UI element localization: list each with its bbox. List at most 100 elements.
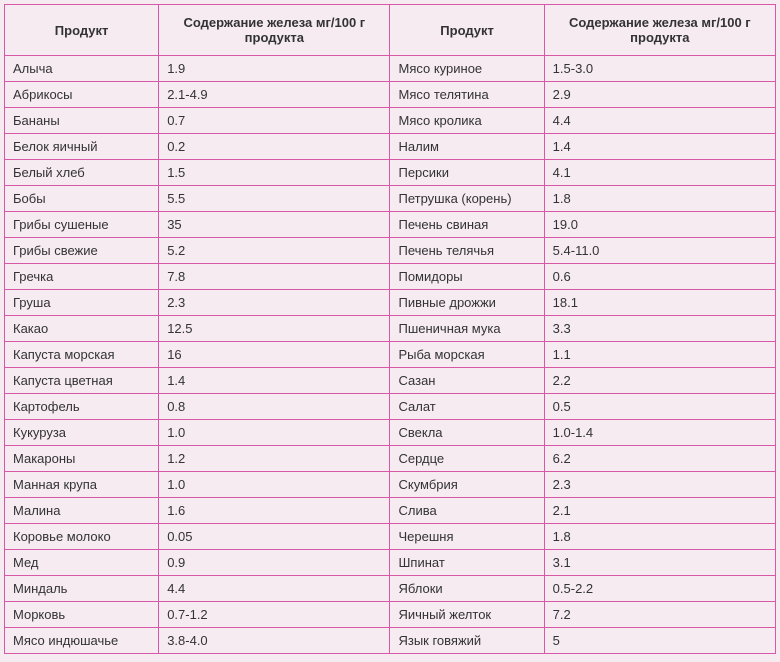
- product-cell: Бобы: [5, 186, 159, 212]
- table-body: Алыча1.9Мясо куриное1.5-3.0Абрикосы2.1-4…: [5, 56, 776, 654]
- product-cell: Мед: [5, 550, 159, 576]
- product-cell: Макароны: [5, 446, 159, 472]
- product-cell: Персики: [390, 160, 544, 186]
- table-row: Коровье молоко0.05Черешня1.8: [5, 524, 776, 550]
- product-cell: Абрикосы: [5, 82, 159, 108]
- product-cell: Яичный желток: [390, 602, 544, 628]
- table-row: Мясо индюшачье3.8-4.0Язык говяжий5: [5, 628, 776, 654]
- value-cell: 1.5-3.0: [544, 56, 775, 82]
- value-cell: 2.2: [544, 368, 775, 394]
- value-cell: 0.05: [159, 524, 390, 550]
- product-cell: Манная крупа: [5, 472, 159, 498]
- table-row: Капуста морская16Рыба морская1.1: [5, 342, 776, 368]
- product-cell: Мясо телятина: [390, 82, 544, 108]
- value-cell: 3.3: [544, 316, 775, 342]
- value-cell: 12.5: [159, 316, 390, 342]
- header-content-2: Содержание железа мг/100 г продукта: [544, 5, 775, 56]
- table-row: Бобы5.5Петрушка (корень)1.8: [5, 186, 776, 212]
- product-cell: Скумбрия: [390, 472, 544, 498]
- product-cell: Грибы свежие: [5, 238, 159, 264]
- product-cell: Петрушка (корень): [390, 186, 544, 212]
- value-cell: 16: [159, 342, 390, 368]
- value-cell: 1.0: [159, 420, 390, 446]
- product-cell: Пшеничная мука: [390, 316, 544, 342]
- value-cell: 3.1: [544, 550, 775, 576]
- product-cell: Печень свиная: [390, 212, 544, 238]
- product-cell: Грибы сушеные: [5, 212, 159, 238]
- value-cell: 0.7-1.2: [159, 602, 390, 628]
- value-cell: 0.5-2.2: [544, 576, 775, 602]
- value-cell: 1.4: [159, 368, 390, 394]
- header-content-1: Содержание железа мг/100 г продукта: [159, 5, 390, 56]
- product-cell: Белок яичный: [5, 134, 159, 160]
- value-cell: 0.2: [159, 134, 390, 160]
- value-cell: 0.6: [544, 264, 775, 290]
- value-cell: 5.5: [159, 186, 390, 212]
- product-cell: Капуста цветная: [5, 368, 159, 394]
- table-row: Алыча1.9Мясо куриное1.5-3.0: [5, 56, 776, 82]
- product-cell: Кукуруза: [5, 420, 159, 446]
- value-cell: 1.8: [544, 186, 775, 212]
- table-row: Малина1.6Слива2.1: [5, 498, 776, 524]
- product-cell: Яблоки: [390, 576, 544, 602]
- product-cell: Рыба морская: [390, 342, 544, 368]
- value-cell: 2.3: [544, 472, 775, 498]
- value-cell: 1.8: [544, 524, 775, 550]
- header-product-1: Продукт: [5, 5, 159, 56]
- table-row: Груша2.3Пивные дрожжи18.1: [5, 290, 776, 316]
- value-cell: 1.0: [159, 472, 390, 498]
- table-row: Миндаль4.4Яблоки0.5-2.2: [5, 576, 776, 602]
- value-cell: 2.3: [159, 290, 390, 316]
- table-row: Грибы свежие5.2Печень телячья5.4-11.0: [5, 238, 776, 264]
- table-header-row: Продукт Содержание железа мг/100 г проду…: [5, 5, 776, 56]
- value-cell: 4.4: [159, 576, 390, 602]
- value-cell: 1.6: [159, 498, 390, 524]
- product-cell: Малина: [5, 498, 159, 524]
- table-row: Картофель0.8Салат0.5: [5, 394, 776, 420]
- value-cell: 2.1-4.9: [159, 82, 390, 108]
- value-cell: 4.4: [544, 108, 775, 134]
- value-cell: 5.2: [159, 238, 390, 264]
- product-cell: Мясо индюшачье: [5, 628, 159, 654]
- product-cell: Миндаль: [5, 576, 159, 602]
- value-cell: 0.5: [544, 394, 775, 420]
- product-cell: Капуста морская: [5, 342, 159, 368]
- value-cell: 0.9: [159, 550, 390, 576]
- value-cell: 18.1: [544, 290, 775, 316]
- iron-content-table: Продукт Содержание железа мг/100 г проду…: [4, 4, 776, 654]
- value-cell: 1.1: [544, 342, 775, 368]
- product-cell: Салат: [390, 394, 544, 420]
- product-cell: Сазан: [390, 368, 544, 394]
- value-cell: 1.2: [159, 446, 390, 472]
- header-product-2: Продукт: [390, 5, 544, 56]
- table-row: Гречка7.8Помидоры0.6: [5, 264, 776, 290]
- product-cell: Гречка: [5, 264, 159, 290]
- table-row: Манная крупа1.0Скумбрия2.3: [5, 472, 776, 498]
- table-row: Белок яичный0.2Налим1.4: [5, 134, 776, 160]
- value-cell: 0.8: [159, 394, 390, 420]
- product-cell: Бананы: [5, 108, 159, 134]
- value-cell: 1.4: [544, 134, 775, 160]
- value-cell: 0.7: [159, 108, 390, 134]
- table-row: Грибы сушеные35Печень свиная19.0: [5, 212, 776, 238]
- product-cell: Картофель: [5, 394, 159, 420]
- value-cell: 5.4-11.0: [544, 238, 775, 264]
- table-row: Бананы0.7Мясо кролика4.4: [5, 108, 776, 134]
- product-cell: Мясо кролика: [390, 108, 544, 134]
- value-cell: 3.8-4.0: [159, 628, 390, 654]
- value-cell: 1.5: [159, 160, 390, 186]
- table-row: Макароны1.2Сердце6.2: [5, 446, 776, 472]
- table-row: Морковь0.7-1.2Яичный желток7.2: [5, 602, 776, 628]
- product-cell: Какао: [5, 316, 159, 342]
- value-cell: 19.0: [544, 212, 775, 238]
- product-cell: Помидоры: [390, 264, 544, 290]
- table-row: Мед0.9Шпинат3.1: [5, 550, 776, 576]
- value-cell: 1.9: [159, 56, 390, 82]
- product-cell: Груша: [5, 290, 159, 316]
- value-cell: 35: [159, 212, 390, 238]
- value-cell: 7.8: [159, 264, 390, 290]
- value-cell: 4.1: [544, 160, 775, 186]
- product-cell: Налим: [390, 134, 544, 160]
- product-cell: Шпинат: [390, 550, 544, 576]
- table-row: Кукуруза1.0Свекла1.0-1.4: [5, 420, 776, 446]
